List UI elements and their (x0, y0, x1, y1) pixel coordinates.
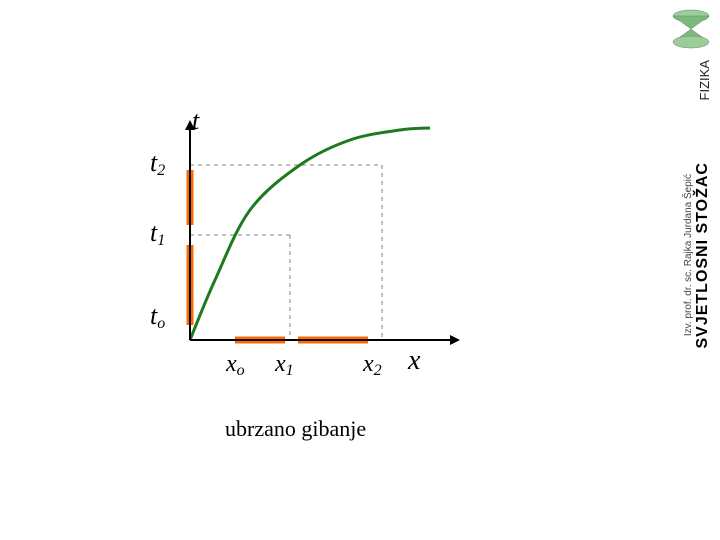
x-tick-label-xo: xo (226, 352, 245, 376)
x-tick-label-x1: x1 (275, 352, 294, 376)
side-course: FIZIKA (698, 60, 712, 100)
chart-caption: ubrzano gibanje (225, 416, 366, 442)
x-axis-label: x (408, 347, 420, 375)
side-topic: SVJETLOSNI STOŽAC (695, 162, 712, 349)
x-tick-label-x2: x2 (363, 352, 382, 376)
side-column: Izv. prof. dr. sc. Rajka Jurdana Šepić S… (682, 40, 714, 470)
slide: Izv. prof. dr. sc. Rajka Jurdana Šepić S… (0, 0, 720, 540)
